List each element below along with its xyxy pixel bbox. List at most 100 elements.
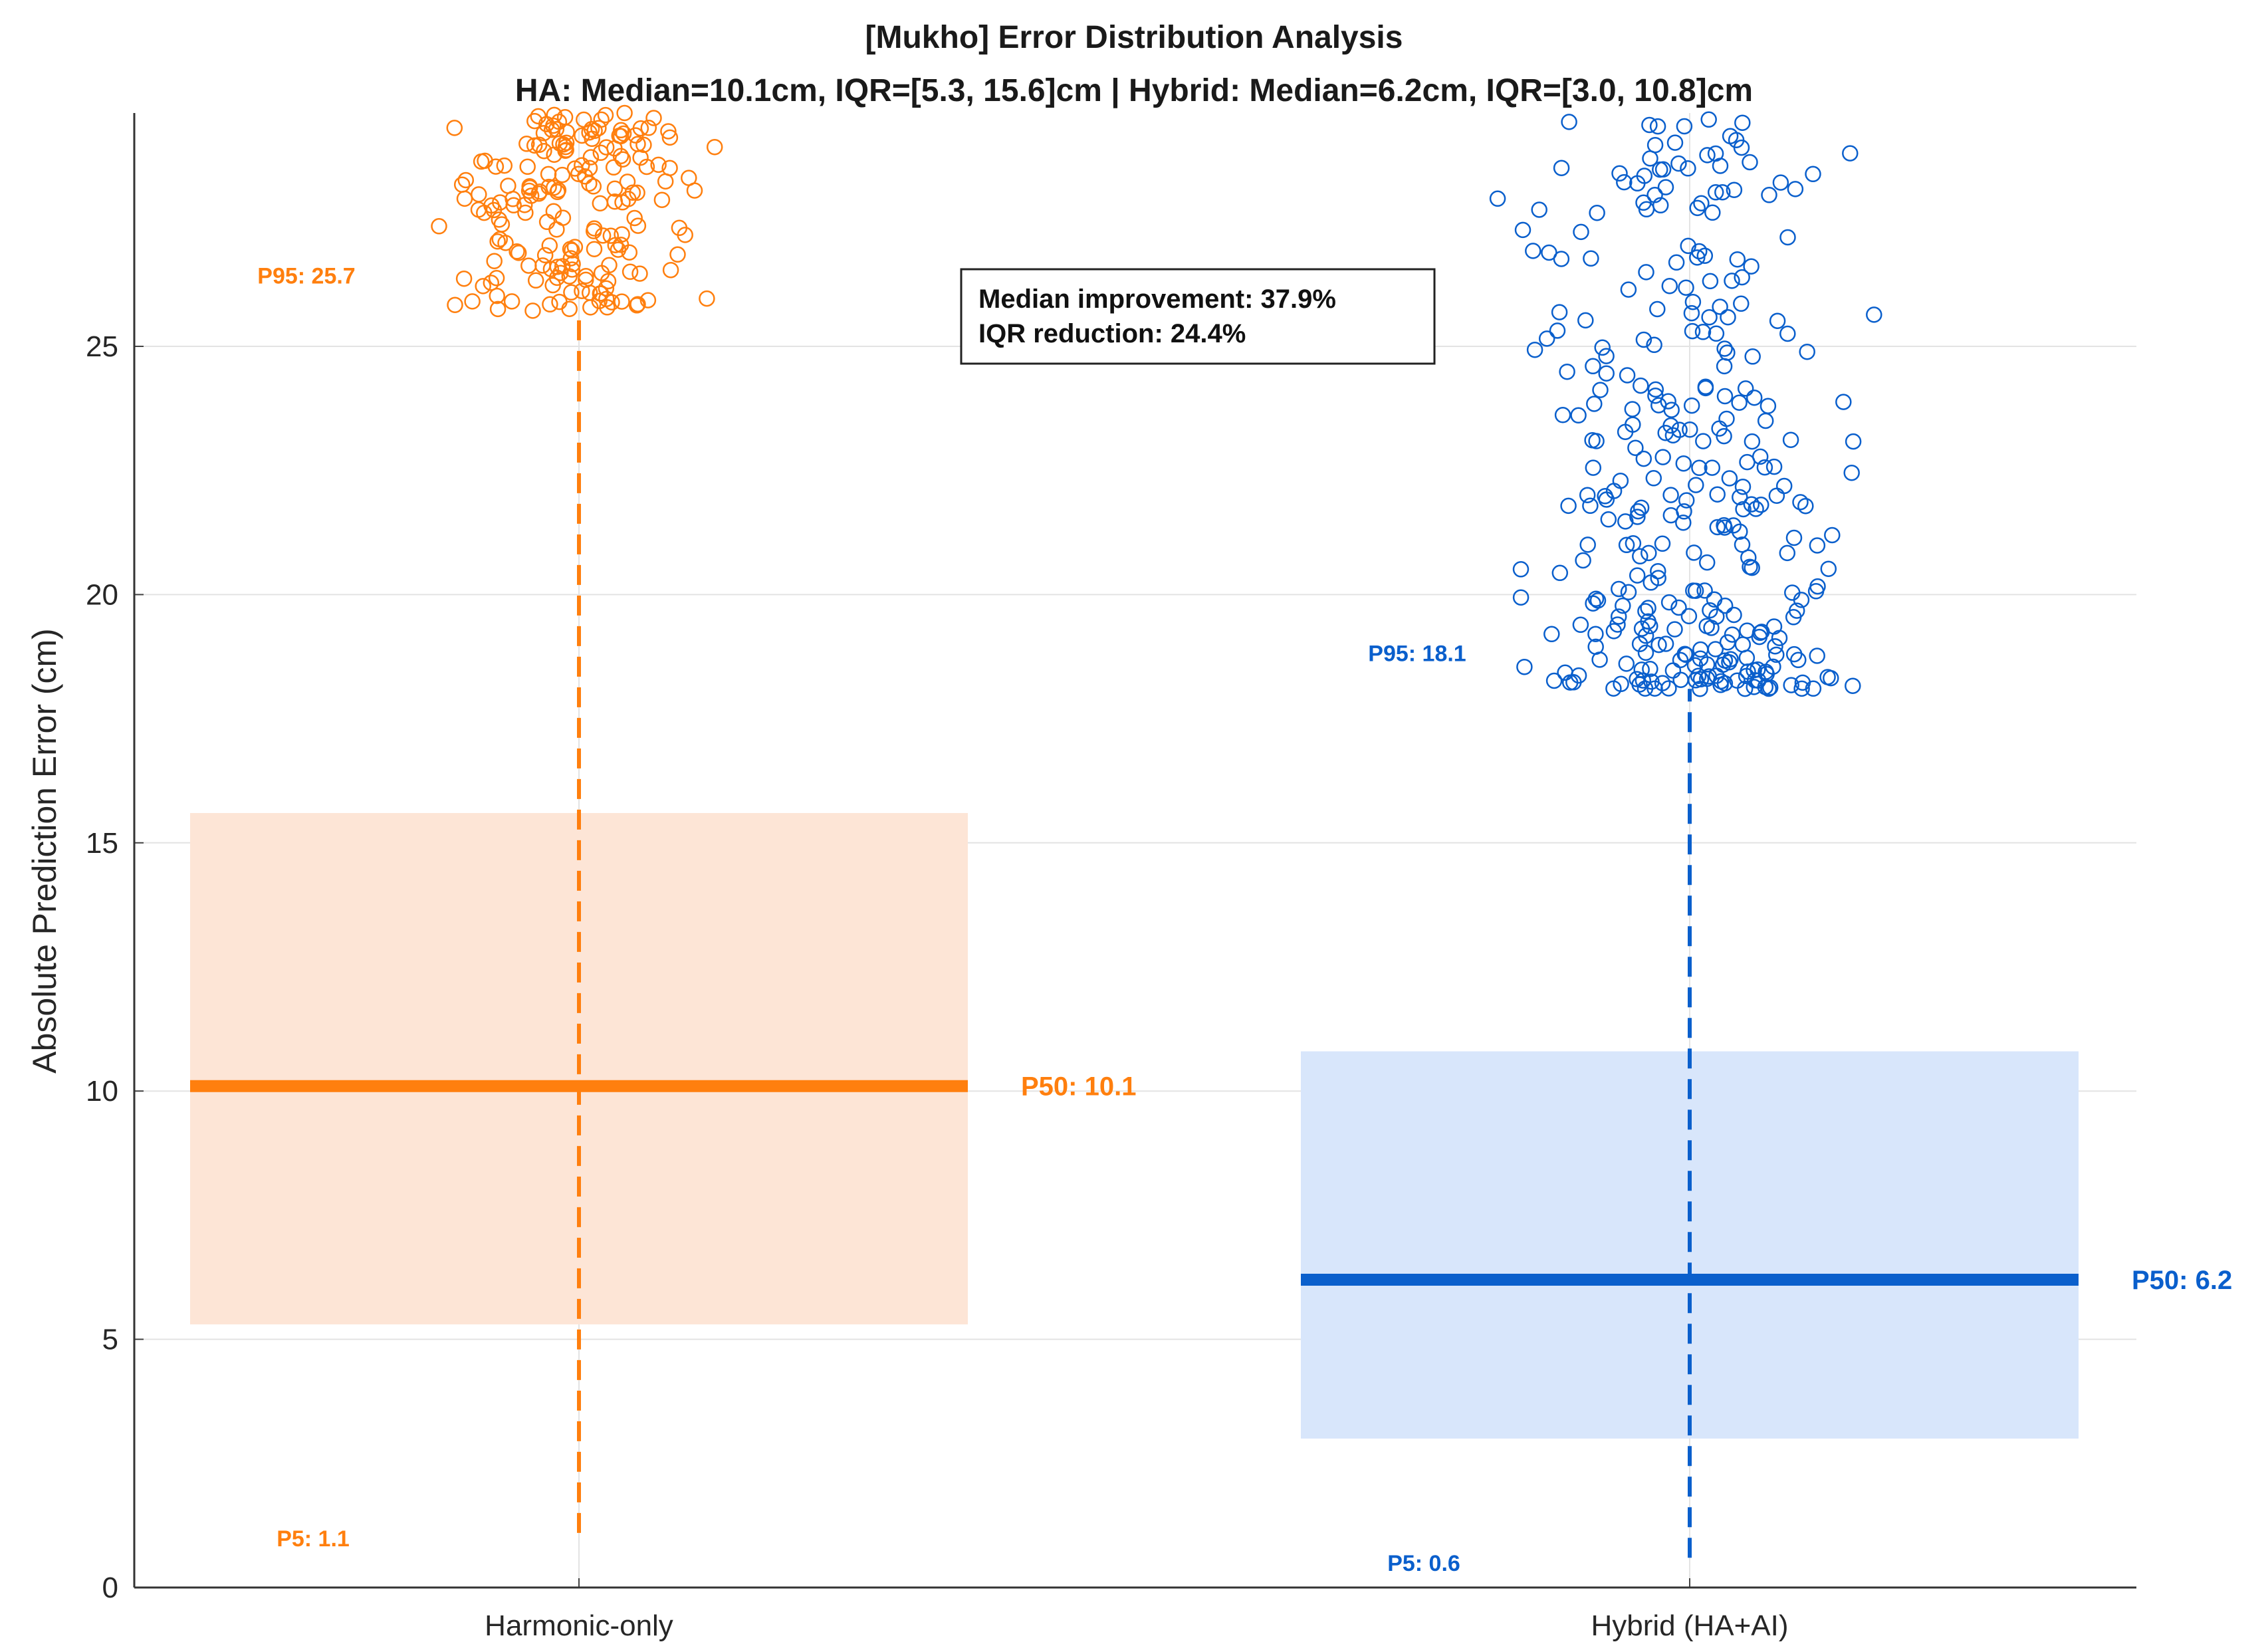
outlier-point [1731, 394, 1748, 411]
outlier-point [1683, 397, 1700, 414]
outlier-point [1753, 497, 1769, 513]
outlier-point [1709, 519, 1726, 536]
outlier-point [1692, 641, 1709, 658]
outlier-point [699, 290, 715, 307]
p95-label: P95: 25.7 [257, 264, 355, 289]
outlier-point [1657, 636, 1674, 652]
outlier-point [1698, 656, 1716, 673]
outlier-point [1797, 497, 1814, 515]
outlier-point [1654, 161, 1672, 178]
outlier-point [645, 110, 662, 126]
outlier-point [638, 158, 655, 176]
outlier-point [585, 178, 602, 195]
annotation-iqr-reduction: IQR reduction: 24.4% [978, 319, 1246, 348]
outlier-point [1654, 449, 1671, 465]
outlier-point [1632, 548, 1648, 565]
outlier-point [1824, 527, 1841, 544]
outlier-point [464, 293, 481, 310]
outlier-point [1845, 677, 1861, 694]
outlier-point [1779, 229, 1796, 246]
outlier-point [1698, 554, 1716, 571]
outlier-point [1516, 658, 1533, 675]
outlier-point [561, 300, 578, 317]
outlier-point [1689, 199, 1706, 217]
outlier-point [1744, 559, 1760, 576]
outlier-point [614, 194, 631, 211]
outlier-point [1611, 580, 1627, 598]
outlier-point [628, 297, 645, 314]
outlier-point [542, 261, 560, 277]
outlier-point [1686, 544, 1702, 561]
outlier-point [1625, 416, 1641, 433]
outlier-point [530, 108, 547, 125]
outlier-point [1664, 427, 1682, 444]
outlier-point [1662, 487, 1679, 503]
outlier-point [1560, 497, 1577, 515]
y-tick-label: 20 [86, 578, 118, 611]
outlier-point [509, 243, 525, 260]
outlier-point [1716, 388, 1734, 405]
outlier-point [535, 124, 552, 142]
outlier-point [488, 270, 505, 287]
outlier-point [524, 302, 541, 319]
outlier-point [1768, 646, 1785, 663]
outlier-point [1605, 483, 1623, 499]
outlier-point [543, 121, 560, 138]
outlier-point [1627, 439, 1644, 456]
outlier-point [616, 104, 633, 122]
outlier-point [1744, 348, 1761, 365]
outlier-point [1694, 324, 1712, 340]
outlier-point [1652, 161, 1668, 178]
outlier-point [1570, 667, 1587, 684]
outlier-point [1732, 523, 1748, 540]
outlier-point [1640, 600, 1656, 616]
outlier-point [1605, 623, 1623, 640]
outlier-point [1759, 398, 1777, 414]
outlier-point [1708, 608, 1725, 625]
outlier-point [1586, 396, 1603, 412]
outlier-point [1577, 312, 1594, 329]
outlier-point [626, 209, 643, 227]
outlier-point [578, 267, 594, 285]
outlier-point [1637, 644, 1654, 661]
chart-title: [Mukho] Error Distribution Analysis [865, 20, 1403, 55]
y-tick-label: 15 [86, 827, 118, 860]
outlier-point [632, 149, 649, 166]
outlier-point [1618, 655, 1635, 672]
outlier-point [593, 111, 610, 128]
outlier-point [1699, 147, 1716, 164]
outlier-point [1549, 322, 1566, 339]
outlier-point [558, 134, 575, 152]
outlier-point [1551, 564, 1569, 582]
outlier-point [1675, 514, 1692, 531]
outlier-point [1635, 194, 1652, 211]
outlier-point [1761, 187, 1777, 203]
outlier-point [1700, 668, 1718, 685]
outlier-point [1769, 312, 1786, 329]
outlier-point [1708, 325, 1725, 342]
outlier-point [1600, 511, 1617, 528]
outlier-point [1646, 336, 1662, 354]
outlier-point [1589, 204, 1605, 221]
outlier-point [1587, 590, 1605, 607]
outlier-point [1570, 407, 1587, 424]
outlier-point [1725, 517, 1742, 534]
outlier-point [1805, 680, 1822, 697]
outlier-point [475, 278, 491, 295]
outlier-point [521, 177, 538, 195]
outlier-point [1752, 448, 1769, 465]
outlier-point [1748, 501, 1764, 517]
outlier-point [602, 227, 620, 244]
outlier-point [1684, 293, 1702, 310]
outlier-point [1709, 486, 1726, 503]
outlier-point [1724, 626, 1741, 643]
outlier-point [1633, 377, 1649, 394]
outlier-point [1657, 179, 1674, 195]
outlier-point [590, 120, 607, 136]
outlier-point [601, 257, 618, 274]
outlier-point [536, 142, 552, 160]
outlier-point [471, 186, 487, 203]
outlier-point [1572, 616, 1589, 634]
outlier-point [500, 177, 516, 194]
